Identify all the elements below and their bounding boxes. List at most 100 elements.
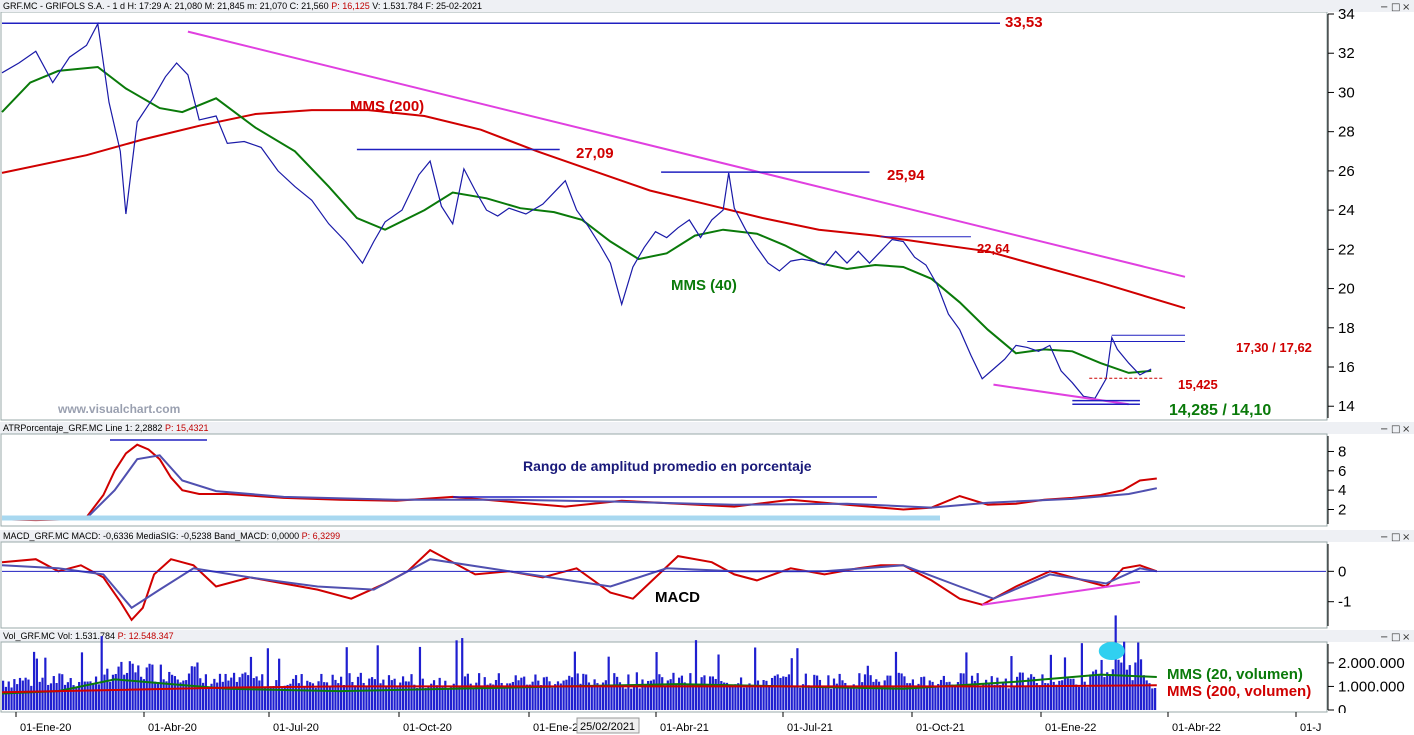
volume-bar [596,683,599,710]
volume-bar [810,686,813,710]
vol-maximize-button[interactable]: □ [1391,632,1400,643]
macd-panel: MACD_GRF.MC MACD: -0,6336 MediaSIG: -0,5… [0,530,1414,629]
volume-bar [945,682,948,710]
volume-bar [1061,680,1064,710]
volume-bar [472,687,475,710]
volume-bar [120,661,123,710]
volume-bar [458,686,461,710]
volume-bar [621,687,624,710]
volume-bar [475,682,478,710]
volume-bar [292,678,295,710]
vol-close-button[interactable]: × [1402,632,1410,643]
volume-bar [249,656,253,710]
volume-bar [455,640,458,710]
volume-bar [427,686,430,710]
volume-bar [863,674,867,710]
volume-bar [968,686,971,710]
volume-bar [154,681,157,710]
macd-maximize-button[interactable]: □ [1391,532,1400,543]
volume-bar [83,681,86,710]
volume-bar [748,683,751,710]
atr-minimize-button[interactable]: − [1380,424,1388,435]
volume-bar [914,686,917,710]
volume-bar [13,679,16,710]
x-tick-label-3: 01-Oct-20 [403,722,452,734]
volume-bar [478,673,481,710]
volume-bar [959,673,962,710]
volume-bar [134,672,137,710]
volume-bar [894,651,898,710]
volume-bar [1069,678,1072,710]
atr-panel: ATRPorcentaje_GRF.MC Line 1: 2,2882 P: 1… [0,422,1414,527]
volume-bar [799,687,802,710]
volume-bar [700,677,703,710]
price-annotation-1: 27,09 [576,145,614,162]
volume-bar [168,671,171,710]
atr-close-button[interactable]: × [1402,424,1410,435]
minimize-button[interactable]: − [1380,2,1388,13]
volume-bar [655,652,658,710]
volume-bar [10,687,13,710]
volume-bar [92,684,95,710]
volume-bar [954,685,957,710]
volume-bar [140,676,143,710]
volume-bar [593,679,596,710]
atr-maximize-button[interactable]: □ [1391,424,1400,435]
volume-bar [283,685,286,710]
volume-bar [649,680,653,710]
x-tick-label-10: 01-J [1300,722,1321,734]
macd-divergence-line [982,580,1141,606]
volume-bar [587,682,591,710]
volume-bar [1063,657,1067,710]
volume-bar [52,676,55,710]
volume-bar [937,683,940,710]
volume-bar [509,683,512,710]
volume-bar [38,681,41,710]
volume-bar [948,681,951,710]
volume-bar [973,681,976,710]
volume-bar [35,658,38,710]
volume-bar [607,656,610,710]
volume-bar [872,681,875,710]
volume-bar [534,674,537,710]
volume-bar [996,677,999,710]
volume-bar [635,672,638,710]
volume-bar [689,673,692,710]
volume-bar [224,673,227,710]
volume-bar [247,675,250,710]
volume-bar [832,678,836,710]
volume-bar [703,675,706,710]
volume-bar [1108,674,1112,710]
volume-bar [463,676,467,710]
volume-bar [204,674,207,710]
volume-bar [824,686,827,710]
x-tick-label-4: 01-Ene-2 [533,722,578,734]
volume-bar [618,682,622,710]
price-tick-label-0: 14 [1338,398,1355,415]
macd-close-button[interactable]: × [1402,532,1410,543]
macd-plot-area [0,541,1328,629]
volume-bar [201,682,205,710]
volume-bar [165,681,168,710]
volume-bar [658,674,661,710]
volume-tick-label-1: 1.000.000 [1338,678,1405,695]
volume-bar [241,673,244,710]
resistance-trendline [187,30,1186,278]
vol-minimize-button[interactable]: − [1380,632,1388,643]
macd-minimize-button[interactable]: − [1380,532,1388,543]
volume-bar [694,640,698,710]
volume-bar [1032,676,1036,710]
maximize-button[interactable]: □ [1391,2,1400,13]
volume-bar [816,675,819,710]
watermark: www.visualchart.com [57,402,180,416]
atr-tick-label-0: 2 [1338,501,1346,518]
volume-bar [965,652,968,710]
volume-bar [399,682,402,710]
x-cursor-box [576,717,640,734]
atr-tick-label-1: 4 [1338,482,1346,499]
volume-series-0 [1,673,1157,695]
volume-bar [373,679,376,710]
close-button[interactable]: × [1402,2,1410,13]
price-annotation-3: 22,64 [977,241,1010,256]
